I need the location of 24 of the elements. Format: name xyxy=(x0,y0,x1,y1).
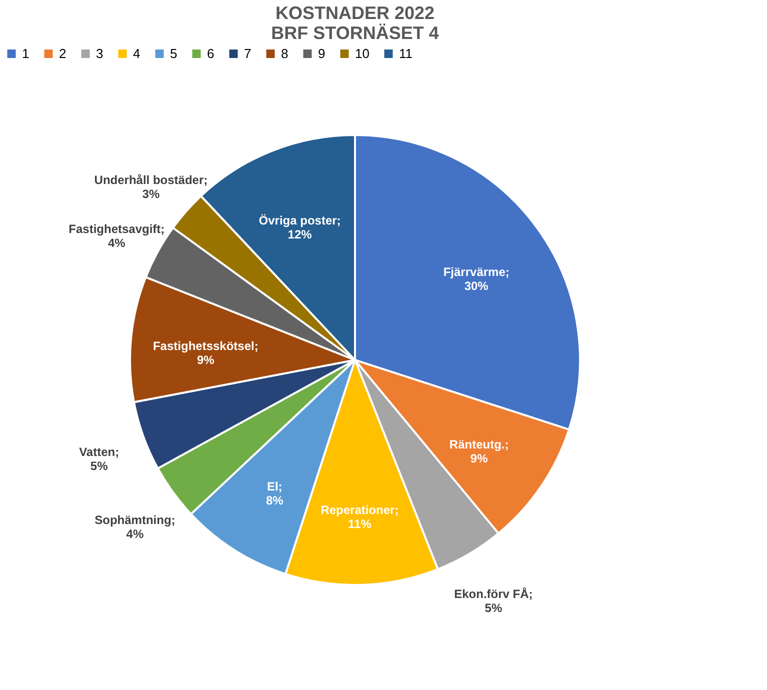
text: BRF STORNÄSET 4 xyxy=(271,23,439,43)
legend-label: 2 xyxy=(59,46,66,61)
legend-label: 10 xyxy=(355,46,370,61)
data-label: El; 8% xyxy=(266,480,284,508)
data-label: Övriga poster; 12% xyxy=(258,214,341,242)
text: KOSTNADER 2022 xyxy=(275,3,435,23)
data-label: Ränteutg.; 9% xyxy=(449,437,509,466)
data-label: Fjärrvärme; 30% xyxy=(443,264,510,293)
legend-label: 4 xyxy=(133,46,140,61)
legend-label: 5 xyxy=(170,46,178,61)
legend-label: 7 xyxy=(244,46,252,61)
legend-label: 3 xyxy=(96,46,104,61)
data-label: Vatten; 5% xyxy=(79,445,120,474)
data-label: Sophämtning; 4% xyxy=(94,512,176,541)
legend-label: 11 xyxy=(399,46,412,61)
data-label: Ekon.förv FÅ; 5% xyxy=(454,587,533,616)
data-label: Reperationer; 11% xyxy=(320,502,399,531)
legend-label: 1 xyxy=(22,46,30,61)
legend-label: 6 xyxy=(207,46,214,61)
data-label: Underhåll bostäder; 3% xyxy=(94,173,208,202)
legend-label: 8 xyxy=(281,46,288,61)
data-label: Fastighetsavgift; 4% xyxy=(68,222,165,250)
data-label: Fastighetsskötsel; 9% xyxy=(152,338,258,367)
legend-label: 9 xyxy=(318,46,326,61)
